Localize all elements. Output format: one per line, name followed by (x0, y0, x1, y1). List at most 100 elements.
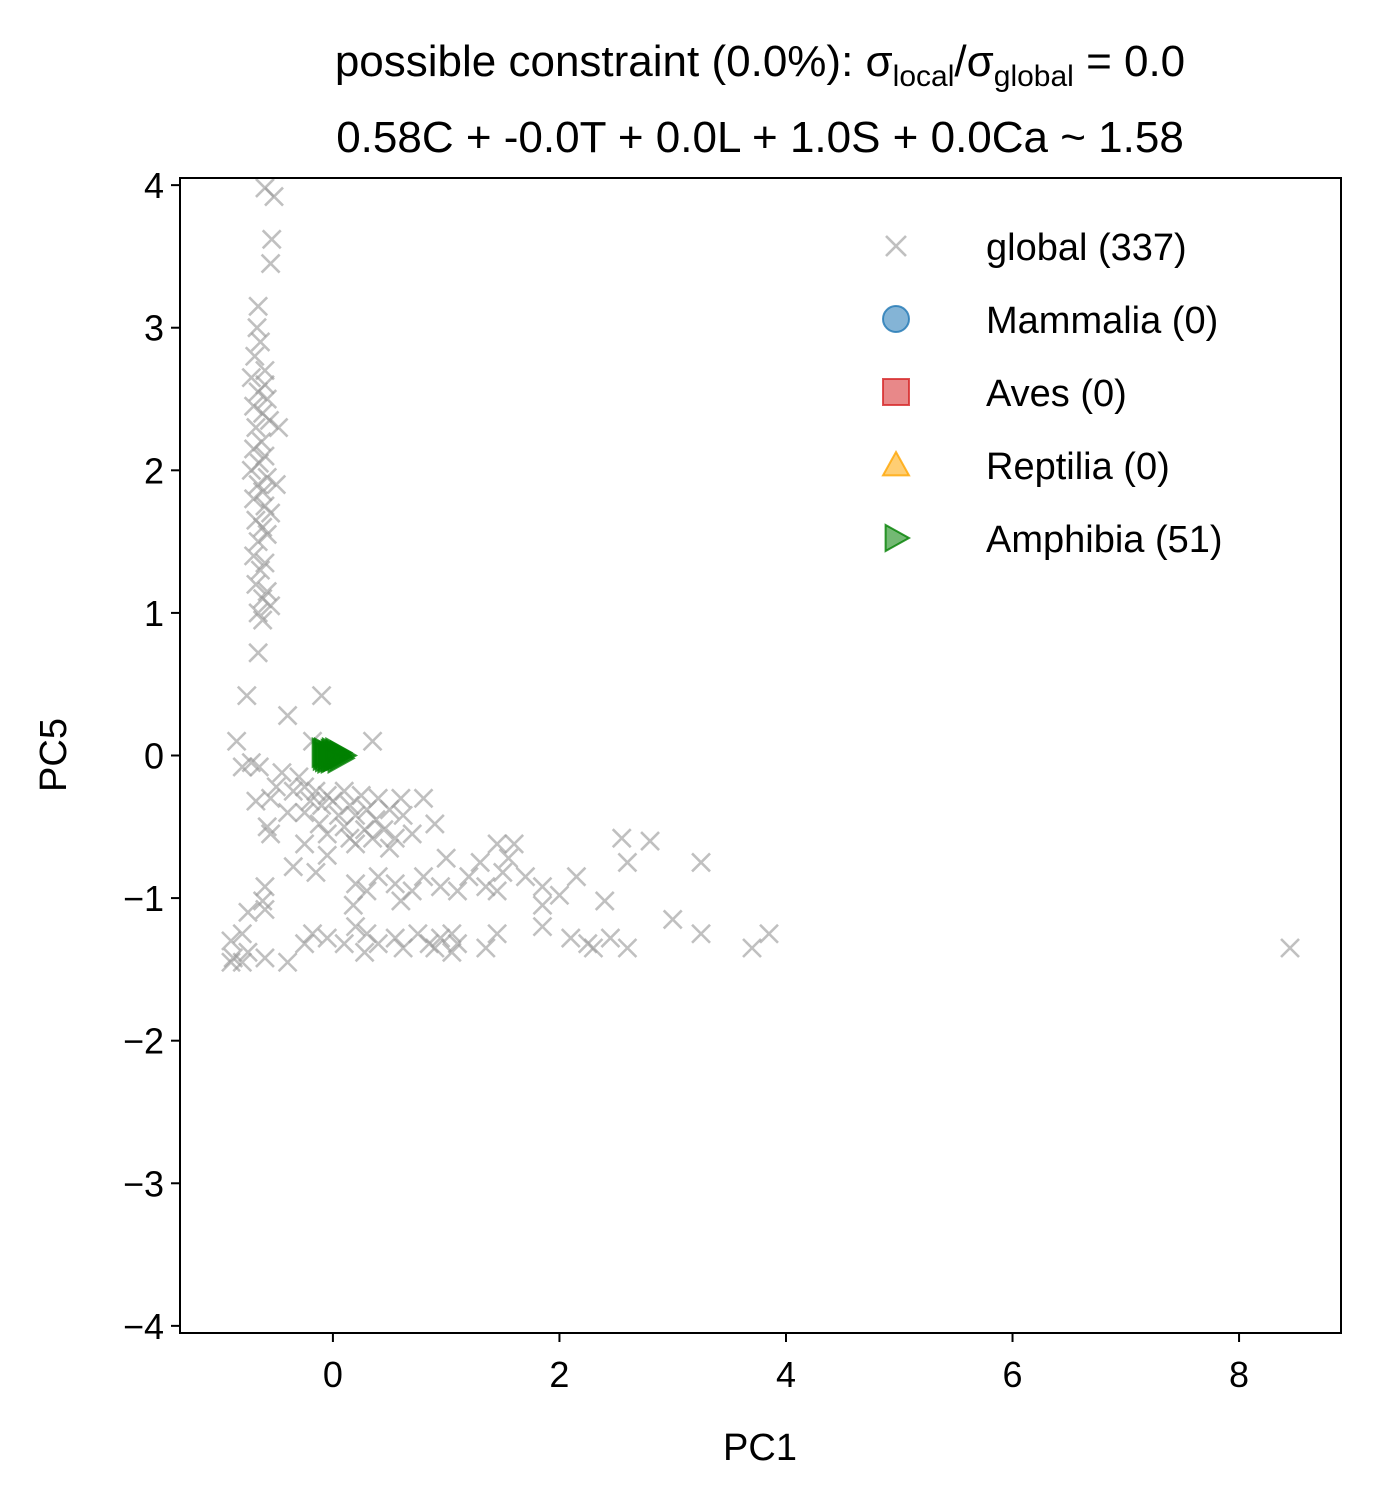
legend-label: Mammalia (0) (986, 300, 1218, 342)
legend-marker (885, 235, 907, 257)
data-point (742, 938, 762, 958)
legend-marker (882, 305, 910, 333)
data-point (260, 503, 281, 524)
data-point (248, 381, 269, 402)
y-tick-label: 1 (144, 593, 164, 634)
data-point (385, 873, 406, 894)
legend-label: Aves (0) (986, 373, 1127, 415)
data-point (413, 788, 434, 809)
data-point (345, 873, 366, 894)
data-point (277, 705, 298, 726)
data-point (243, 545, 264, 566)
y-tick-label: −4 (123, 1306, 164, 1347)
data-point (248, 642, 269, 663)
y-axis-label: PC5 (33, 718, 75, 792)
data-point (241, 460, 262, 481)
data-point (345, 916, 366, 937)
data-point (594, 891, 615, 911)
x-tick-label: 8 (1229, 1354, 1249, 1395)
data-point (430, 928, 451, 948)
data-point (385, 928, 406, 948)
data-point (413, 866, 434, 887)
data-point (611, 828, 632, 849)
data-point (257, 816, 278, 837)
title-suffix: = 0.0 (1074, 37, 1185, 86)
data-point (294, 776, 315, 797)
legend-marker (884, 523, 912, 553)
data-point (498, 848, 519, 869)
data-point (362, 731, 383, 752)
data-point (311, 685, 332, 706)
chart-title: possible constraint (0.0%): σlocal/σglob… (335, 37, 1185, 162)
data-point (334, 816, 355, 837)
legend-marker (882, 378, 910, 406)
title-mid: /σ (954, 37, 993, 86)
chart-title-line2: 0.58C + -0.0T + 0.0L + 1.0S + 0.0Ca ~ 1.… (336, 113, 1184, 162)
data-point (238, 942, 258, 963)
data-point (289, 766, 309, 787)
data-point (566, 866, 587, 887)
data-point (302, 923, 323, 944)
data-point (504, 833, 525, 854)
data-point (272, 762, 292, 783)
data-point (441, 923, 462, 944)
data-point (475, 876, 496, 897)
data-point (379, 838, 400, 859)
data-point (241, 367, 262, 388)
data-point (232, 923, 253, 944)
data-point (245, 574, 266, 595)
data-point (441, 942, 462, 963)
x-axis: 0 2 4 6 8 (323, 1333, 1249, 1395)
data-point (447, 933, 468, 954)
data-point (236, 685, 257, 706)
data-point (294, 933, 315, 954)
data-point (487, 833, 508, 854)
data-point (232, 756, 253, 777)
data-point (249, 756, 270, 777)
data-point (424, 938, 445, 958)
x-tick-label: 4 (776, 1354, 796, 1395)
data-point (447, 881, 468, 901)
data-point (325, 736, 354, 769)
data-point (334, 933, 355, 954)
data-point (617, 938, 638, 958)
data-point (470, 852, 491, 873)
data-point (1280, 938, 1300, 958)
data-point (430, 876, 451, 897)
y-tick-label: −2 (123, 1021, 164, 1062)
x-tick-label: 0 (323, 1354, 343, 1395)
data-point (328, 805, 349, 826)
data-point (255, 948, 275, 968)
legend-label: Reptilia (0) (986, 446, 1170, 488)
data-point (317, 824, 338, 844)
data-point (549, 885, 570, 906)
data-point (368, 933, 389, 954)
data-point (424, 814, 445, 834)
data-point (640, 831, 660, 851)
data-point (294, 802, 315, 823)
data-point (617, 852, 638, 873)
data-point (248, 531, 269, 552)
data-point (317, 845, 338, 866)
title-prefix: possible constraint (0.0%): σ (335, 37, 893, 86)
data-point (300, 791, 321, 812)
data-point (583, 938, 604, 958)
data-point (393, 938, 414, 958)
data-point (283, 781, 304, 802)
data-point (245, 791, 266, 812)
x-axis-label: PC1 (723, 1427, 797, 1469)
data-point (221, 930, 241, 951)
data-point (250, 332, 271, 352)
title-sub-global: global (994, 60, 1074, 93)
data-point (232, 952, 253, 973)
data-point (354, 942, 375, 963)
data-point (475, 938, 496, 958)
y-tick-label: −1 (123, 878, 164, 919)
data-point (260, 595, 281, 616)
data-point (255, 899, 275, 920)
data-point (306, 862, 326, 883)
data-point (309, 814, 330, 834)
data-point (243, 396, 264, 417)
data-point (252, 610, 273, 630)
